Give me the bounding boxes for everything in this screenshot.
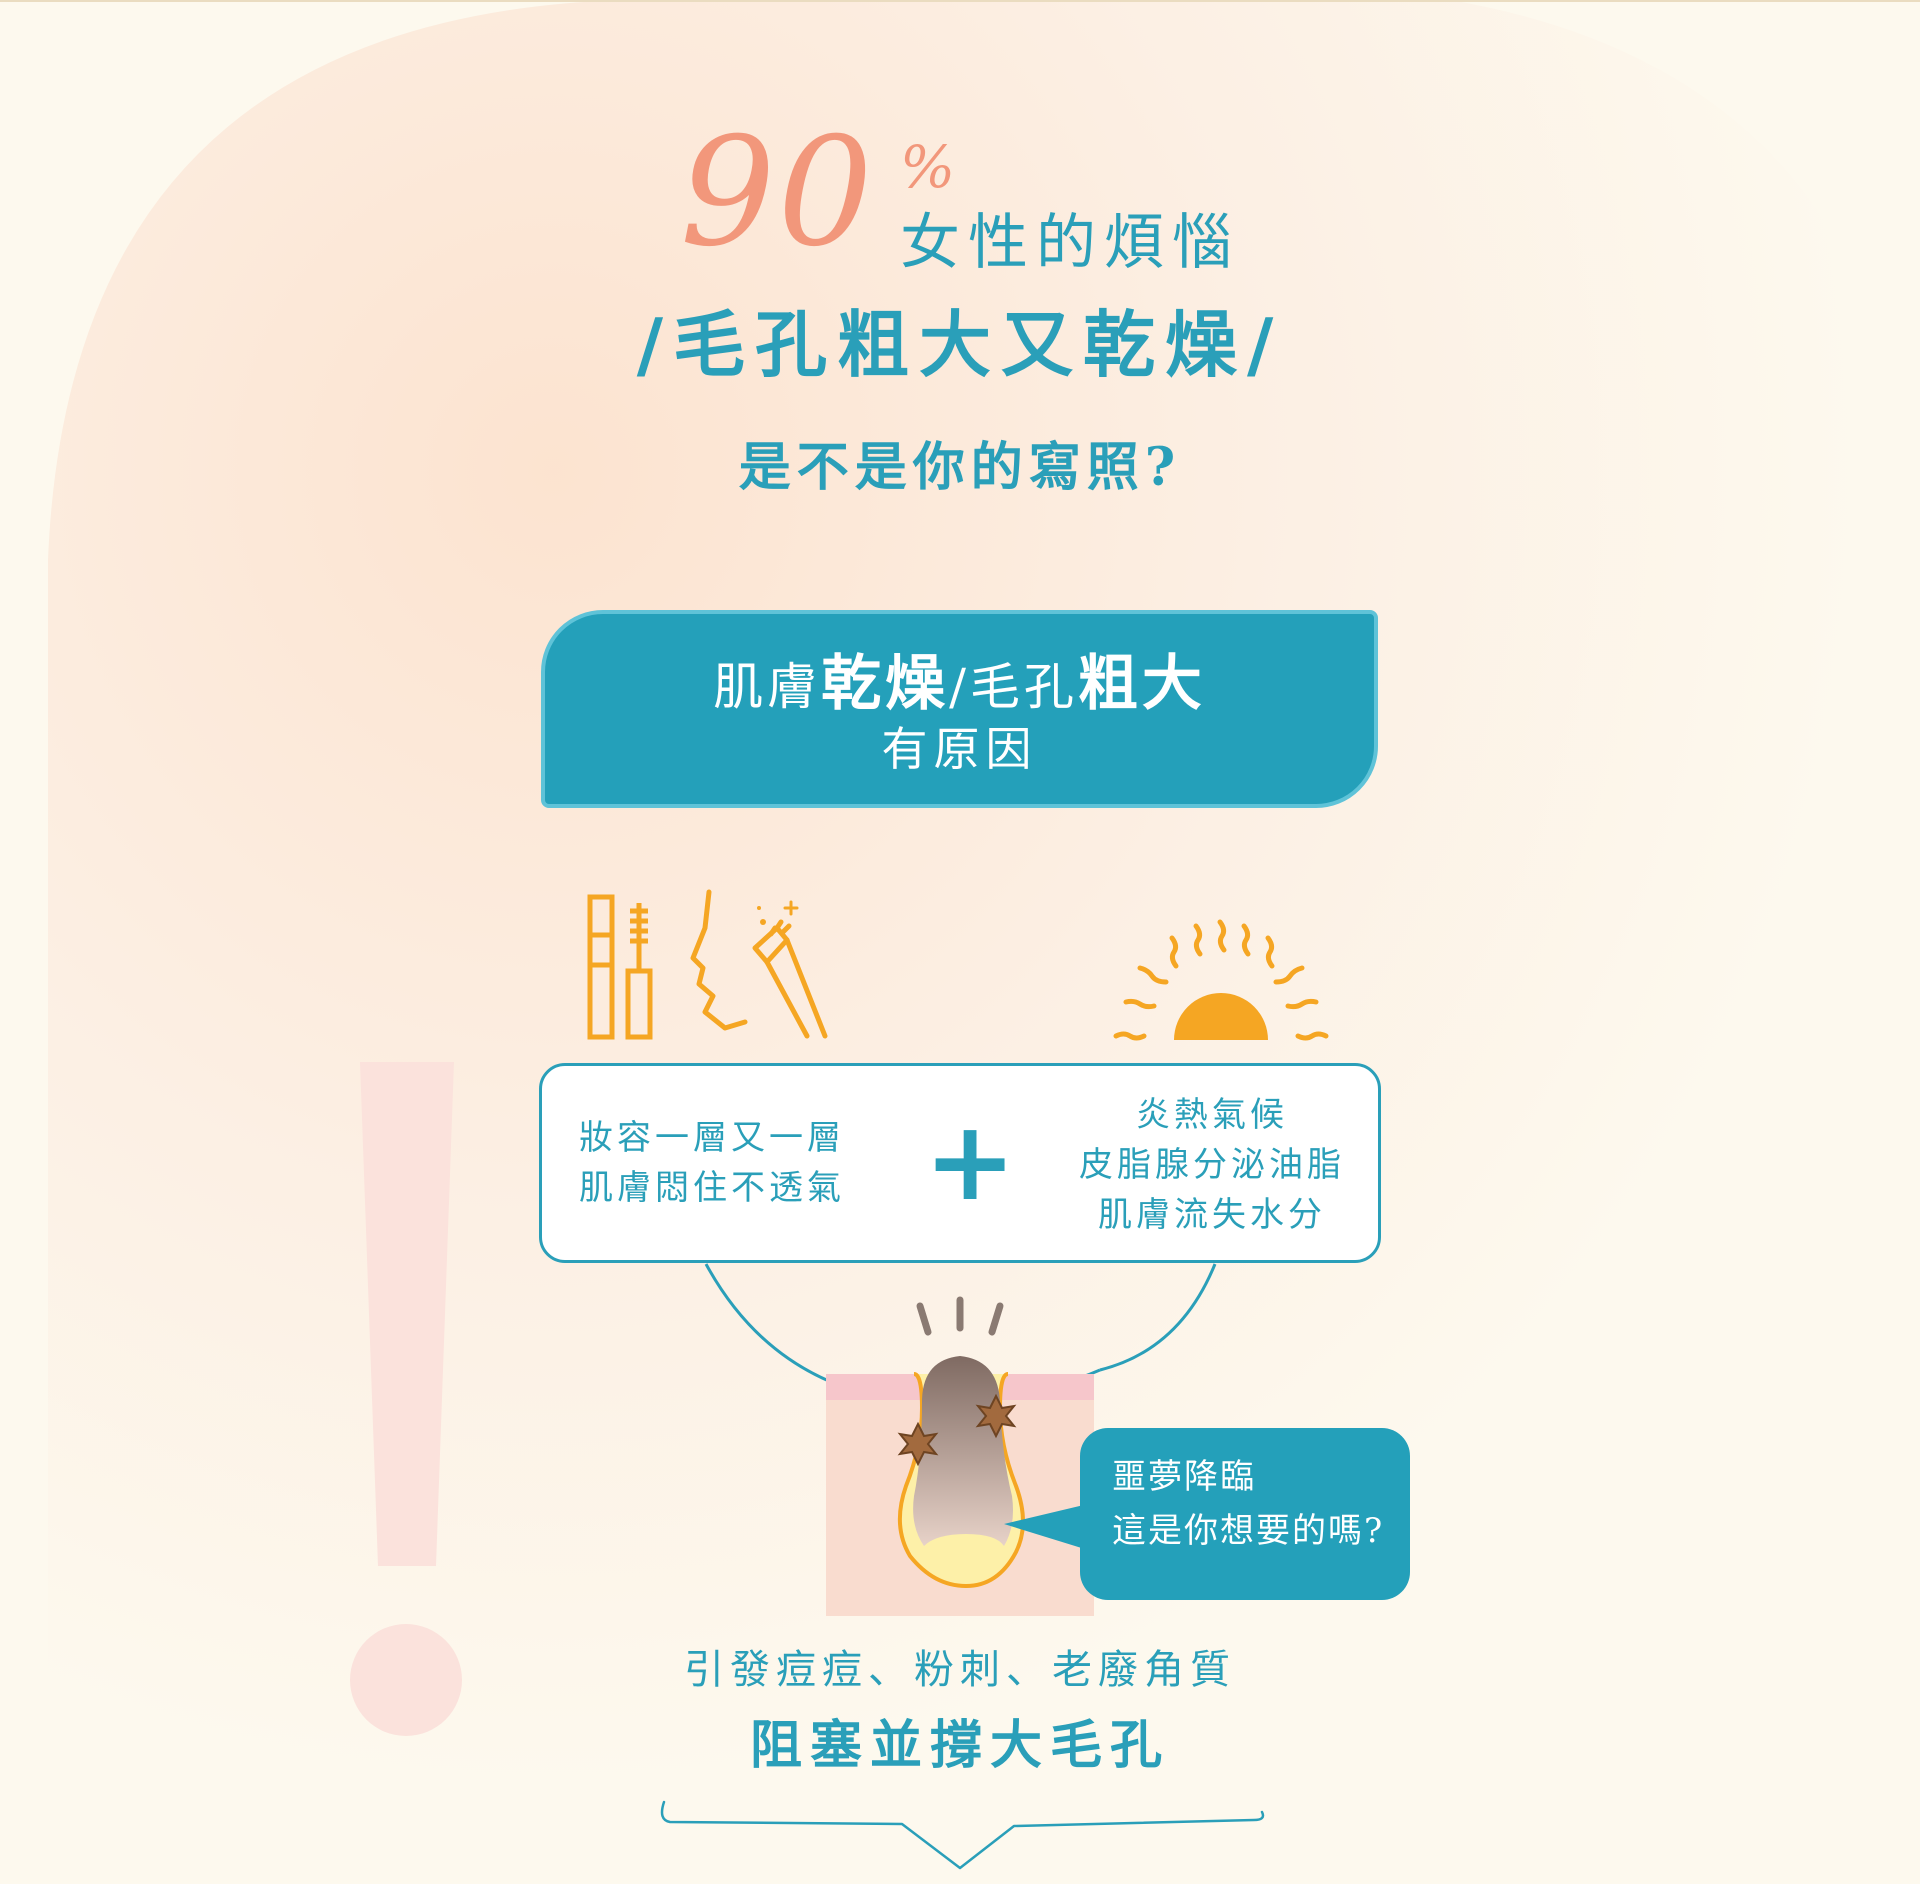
plus-sign: + [924, 1097, 1017, 1225]
bubble-line1: 噩夢降臨 [1112, 1457, 1256, 1497]
percent-number: 90 [680, 106, 875, 280]
reason-climate: 炎熱氣候 皮脂腺分泌油脂 肌膚流失水分 [1062, 1090, 1362, 1240]
reason-left-line1: 妝容一層又一層 [579, 1118, 845, 1158]
reason-makeup: 妝容一層又一層 肌膚悶住不透氣 [542, 1113, 882, 1213]
speech-bubble: 噩夢降臨 這是你想要的嗎? [1080, 1428, 1410, 1600]
exclamation-mark [350, 1062, 462, 1736]
headline-line1: 女性的煩惱 [900, 208, 1240, 278]
cause-part2: 乾燥 [821, 649, 950, 719]
arrow-down-icon [660, 1800, 1265, 1870]
headline-line3: 是不是你的寫照? [738, 437, 1182, 498]
bubble-line2: 這是你想要的嗎? [1112, 1511, 1385, 1551]
makeup-icon [587, 894, 653, 1040]
reason-right-line3: 肌膚流失水分 [1098, 1195, 1326, 1235]
reasons-box: 妝容一層又一層 肌膚悶住不透氣 + 炎熱氣候 皮脂腺分泌油脂 肌膚流失水分 [539, 1063, 1381, 1263]
cause-part1: 肌膚 [713, 658, 822, 716]
sun-icon [1113, 919, 1329, 1041]
cause-part4: 粗大 [1077, 649, 1206, 719]
cleansing-face-icon [690, 889, 828, 1039]
reason-right-line1: 炎熱氣候 [1136, 1095, 1288, 1135]
bubble-tail [1004, 1504, 1088, 1550]
reason-left-line2: 肌膚悶住不透氣 [579, 1168, 845, 1208]
pore-illustration [826, 1296, 1094, 1616]
cause-banner: 肌膚乾燥/毛孔粗大 有原因 [541, 610, 1378, 808]
cause-part3: /毛孔 [949, 658, 1078, 716]
cause-line1: 肌膚乾燥/毛孔粗大 [545, 652, 1374, 719]
result-line1: 引發痘痘、粉刺、老廢角質 [684, 1647, 1236, 1693]
cause-line2: 有原因 [881, 722, 1038, 776]
percent-sign: % [900, 133, 956, 201]
headline-line2: /毛孔粗大又乾燥/ [636, 302, 1284, 387]
result-line2: 阻塞並撐大毛孔 [749, 1715, 1170, 1776]
reason-right-line2: 皮脂腺分泌油脂 [1079, 1145, 1345, 1185]
headline: 90 % 女性的煩惱 /毛孔粗大又乾燥/ 是不是你的寫照? [0, 0, 1920, 520]
